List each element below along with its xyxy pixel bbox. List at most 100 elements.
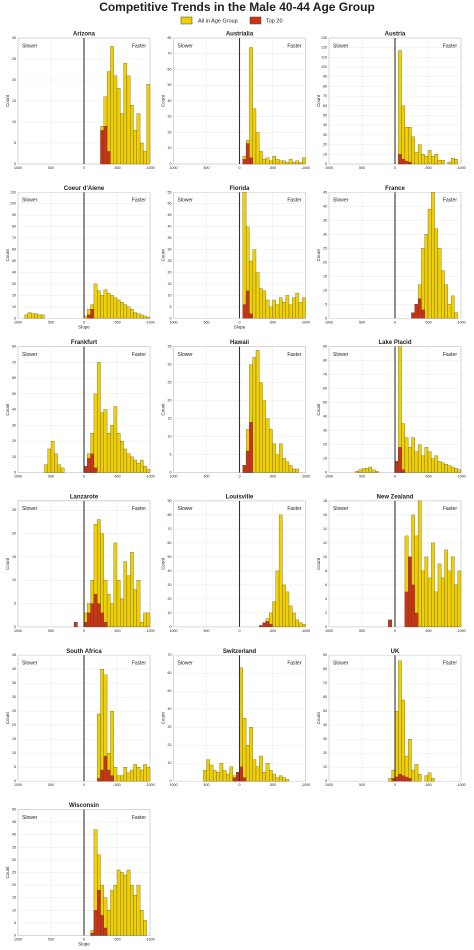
histogram-bar [143,466,147,473]
histogram-bar [275,454,280,473]
histogram-bar [411,136,415,165]
histogram-bar [417,444,422,473]
histogram-bar [249,313,253,319]
histogram-bar [73,622,78,628]
y-axis-label: Count [5,711,10,724]
y-tick-label: 40 [323,123,327,127]
x-tick-label: -1000 [145,166,154,170]
histogram-bar [288,159,293,165]
annotation: Faster [132,661,147,667]
y-axis-label: Count [316,249,321,262]
x-tick-label: 0 [83,629,85,633]
histogram-bar [355,471,359,473]
page-title: Competitive Trends in the Male 40-44 Age… [99,0,375,14]
panel-title: Lanzarote [70,494,99,500]
y-tick-label: 30 [168,248,172,252]
y-tick-label: 10 [323,152,327,156]
histogram-bar [411,312,415,319]
histogram-bar [361,468,366,473]
histogram-bar [408,447,412,473]
x-tick-label: -500 [424,629,431,633]
histogram-bar [447,465,452,473]
histogram-bar [249,727,253,782]
y-tick-label: 2 [325,611,327,615]
histogram-bar [229,766,234,782]
y-tick-label: 0 [170,162,172,166]
y-tick-label: 60 [323,695,327,699]
x-tick-label: -500 [424,166,431,170]
y-tick-label: 60 [168,671,172,675]
y-tick-label: 25 [12,870,16,874]
x-tick-label: 1000 [14,320,22,324]
histogram-bar [120,440,124,473]
histogram-bar [278,775,283,782]
x-tick-label: -500 [113,166,120,170]
histogram-bar [100,669,104,782]
y-tick-label: 50 [12,259,16,263]
annotation: Slower [178,352,194,358]
histogram-bar [100,295,104,319]
y-tick-label: 5 [14,921,16,925]
histogram-bar [282,777,286,782]
histogram-bar [278,297,283,319]
histogram-bar [285,779,290,782]
y-tick-label: 80 [323,84,327,88]
histogram-bar [302,623,306,628]
y-tick-label: 55 [168,190,172,194]
histogram-bar [97,889,101,936]
y-tick-label: 70 [12,236,16,240]
annotation: Faster [287,661,302,667]
y-tick-label: 20 [12,883,16,887]
y-tick-label: 35 [323,218,327,222]
histogram-bar [262,159,267,165]
histogram-bar [103,927,108,936]
histogram-bar [262,290,267,319]
histogram-bar [292,612,296,628]
histogram-bar [126,869,131,936]
panel-title: Louisville [226,494,254,500]
histogram-bar [97,778,101,782]
histogram-bar [100,769,104,782]
histogram-bar [259,755,263,782]
histogram-bar [255,766,260,782]
y-tick-label: 100 [321,65,327,69]
histogram-bar [417,144,422,165]
histogram-bar [295,468,300,473]
histogram-bar [424,234,429,319]
histogram-bar [269,160,273,165]
y-tick-label: 80 [168,36,172,40]
y-tick-label: 20 [12,78,16,82]
x-tick-label: 0 [394,166,396,170]
histogram-bar [44,464,48,473]
y-axis-label: Count [316,557,321,570]
x-tick-label: -1000 [145,937,154,941]
histogram-bar [398,660,402,782]
histogram-bar [275,159,280,165]
histogram-bar [401,159,406,165]
histogram-bar [130,552,134,628]
y-tick-label: 30 [12,282,16,286]
histogram-bar [424,556,429,628]
x-tick-label: 500 [204,783,210,787]
histogram-bar [444,549,448,628]
histogram-bar [133,589,137,628]
y-tick-label: 5 [170,453,172,457]
histogram-bar [414,612,419,628]
histogram-bar [431,778,435,782]
histogram-bar [368,466,373,473]
histogram-bar [143,315,147,319]
y-tick-label: 35 [168,236,172,240]
y-axis-label: Count [316,94,321,107]
histogram-bar [232,777,237,782]
histogram-bar [457,469,462,473]
x-tick-label: 500 [204,475,210,479]
y-tick-label: 0 [170,471,172,475]
x-tick-label: 500 [204,166,210,170]
y-tick-label: 8 [325,569,327,573]
y-tick-label: 0 [14,625,16,629]
histogram-bar [295,619,300,628]
y-tick-label: 0 [325,471,327,475]
histogram-bar [34,313,38,319]
histogram-bar [146,84,151,165]
histogram-bar [414,451,419,473]
